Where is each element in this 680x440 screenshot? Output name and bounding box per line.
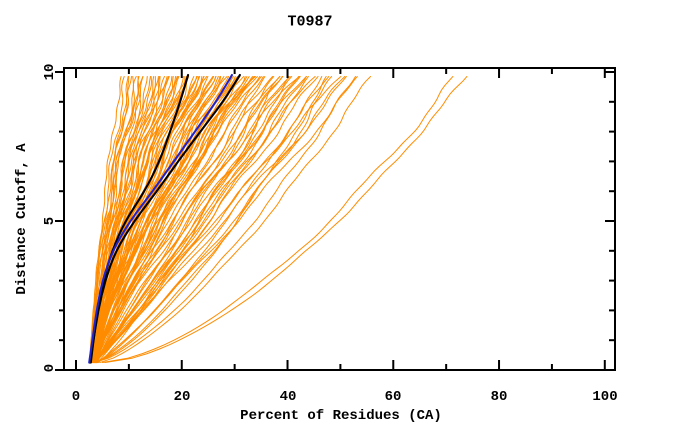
x-tick-label-40: 40 [279,389,297,405]
x-tick-label-80: 80 [490,389,508,405]
y-tick-label-0: 0 [42,363,58,373]
y-axis-label: Distance Cutoff, A [14,143,30,295]
x-tick-label-100: 100 [592,389,618,405]
x-tick-label-0: 0 [71,389,81,405]
y-tick-label-10: 10 [42,63,58,81]
x-tick-label-20: 20 [173,389,191,405]
x-tick-label-60: 60 [384,389,402,405]
chart-title: T0987 [287,13,333,31]
x-axis-label: Percent of Residues (CA) [240,408,442,424]
y-tick-label-5: 5 [42,216,58,226]
